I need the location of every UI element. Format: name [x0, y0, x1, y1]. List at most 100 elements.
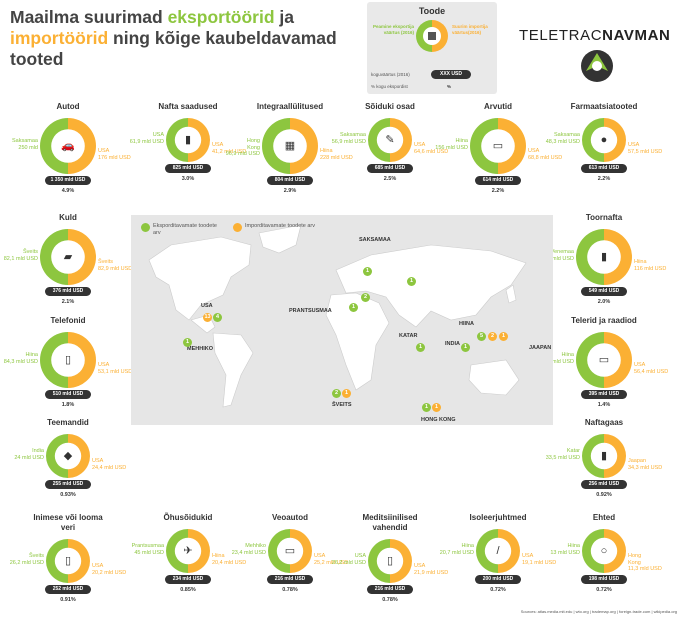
legend-exporter-label: Peamine eksportija väärtus (2016)	[372, 24, 414, 35]
total-value-medits: 216 mld USD	[367, 585, 413, 594]
country-label-0: SAKSAMAA	[359, 237, 391, 243]
total-value-telerid: 395 mld USD	[581, 390, 627, 399]
share-percent-kuld: 2.1%	[61, 299, 75, 305]
map-legend-exporter: Eksporditavamate toodete arv	[153, 223, 217, 236]
importer-label-telefonid: USA 53,1 mld USD	[98, 362, 133, 375]
donut-teemandid	[46, 434, 90, 478]
total-value-kuld: 376 mld USD	[45, 287, 91, 296]
total-value-telefonid: 510 mld USD	[45, 390, 91, 399]
oil-barrel-icon: ▮	[600, 251, 608, 263]
legend-total-label: koguväärtus (2016)	[371, 72, 410, 77]
importer-label-ohusoidukid: Hiina 20,4 mld USD	[212, 553, 247, 566]
donut-medits	[368, 539, 412, 583]
importer-label-medits: USA 21,9 mld USD	[414, 563, 449, 576]
item-title-veri: Inimese või looma veri	[33, 513, 103, 532]
legend-share-value: %	[447, 84, 452, 89]
exporter-label-nafta: USA 61,9 mld USD	[129, 132, 164, 145]
importer-label-soiduki: USA 64,6 mld USD	[414, 142, 449, 155]
donut-telefonid	[40, 332, 96, 388]
share-percent-medits: 0.78%	[382, 597, 398, 603]
importer-label-kuld: Šveits 82,9 mld USD	[98, 259, 133, 272]
share-percent-soiduki: 2.5%	[383, 176, 397, 182]
map-legend-exporter-dot	[141, 223, 150, 232]
item-title-integr: Integraallülitused	[256, 102, 324, 111]
share-percent-telefonid: 1.8%	[61, 402, 75, 408]
map-marker-5: 1	[407, 277, 416, 286]
sources-line: Sources: atlas.media.mit.edu | wto.org |…	[520, 609, 677, 614]
donut-arvutid	[470, 118, 526, 174]
exporter-label-veoautod: Mehhiko 23,4 mld USD	[231, 543, 266, 556]
share-percent-telerid: 1.4%	[597, 402, 611, 408]
item-title-farma: Farmaatsiatooted	[570, 102, 638, 111]
map-marker-15: 1	[432, 403, 441, 412]
share-percent-veoautod: 0.78%	[282, 587, 298, 593]
exporter-label-teemandid: India 24 mld USD	[14, 448, 44, 461]
exporter-label-autod: Saksamaa 250 mld	[12, 138, 38, 151]
country-label-5: HIINA	[459, 321, 474, 327]
donut-ohusoidukid	[166, 529, 210, 573]
exporter-label-telefonid: Hiina 84,3 mld USD	[3, 352, 38, 365]
importer-label-teemandid: USA 24,4 mld USD	[92, 458, 127, 471]
gas-cylinder-icon: ▮	[600, 450, 608, 462]
item-title-telefonid: Telefonid	[50, 316, 86, 325]
donut-naftagaas	[582, 434, 626, 478]
share-percent-naftagaas: 0.92%	[596, 492, 612, 498]
map-marker-2: 13	[203, 313, 212, 322]
share-percent-ehted: 0.72%	[596, 587, 612, 593]
donut-telerid	[576, 332, 632, 388]
phone-icon: ▯	[64, 354, 72, 366]
item-title-arvutid: Arvutid	[484, 102, 512, 111]
teletrac-navman-logo: TELETRACNAVMAN	[519, 27, 671, 44]
exporter-label-isoleer: Hiina 20,7 mld USD	[439, 543, 474, 556]
map-marker-9: 2	[488, 332, 497, 341]
legend-heading: Toode	[418, 6, 446, 16]
exporter-label-arvutid: Hiina 156 mld USD	[435, 138, 468, 151]
map-marker-0: 1	[363, 267, 372, 276]
item-title-medits: Meditsiinilised vahendid	[362, 513, 418, 532]
total-value-teemandid: 255 mld USD	[45, 480, 91, 489]
map-marker-10: 1	[499, 332, 508, 341]
country-label-7: MEHHIKO	[187, 346, 213, 352]
donut-nafta	[166, 118, 210, 162]
exporter-label-ohusoidukid: Prantsusmaa 45 mld USD	[131, 543, 164, 556]
legend-share-label: % kogu ekspordist	[371, 84, 408, 89]
share-percent-ohusoidukid: 0.85%	[180, 587, 196, 593]
item-title-veoautod: Veoautod	[271, 513, 308, 522]
importer-label-farma: USA 57,5 mld USD	[628, 142, 663, 155]
world-map-shapes	[148, 224, 527, 408]
country-label-4: INDIA	[445, 341, 460, 347]
total-value-veoautod: 216 mld USD	[267, 575, 313, 584]
donut-farma	[582, 118, 626, 162]
total-value-toornafta: 549 mld USD	[581, 287, 627, 296]
importer-label-telerid: USA 56,4 mld USD	[634, 362, 669, 375]
total-value-autod: 1 350 mld USD	[45, 176, 91, 185]
exporter-label-soiduki: Saksamaa 56,9 mld USD	[331, 132, 366, 145]
country-label-2: PRANTSUSMAA	[289, 308, 332, 314]
map-marker-4: 1	[349, 303, 358, 312]
total-value-ehted: 198 mld USD	[581, 575, 627, 584]
map-legend-importer-dot	[233, 223, 242, 232]
map-marker-12: 2	[332, 389, 341, 398]
share-percent-veri: 0.91%	[60, 597, 76, 603]
map-marker-6: 1	[416, 343, 425, 352]
item-title-kuld: Kuld	[59, 213, 77, 222]
wrench-icon: ✎	[385, 134, 395, 146]
importer-label-isoleer: USA 19,1 mld USD	[522, 553, 557, 566]
tv-icon: ▭	[598, 354, 610, 366]
share-percent-teemandid: 0.93%	[60, 492, 76, 498]
item-title-naftagaas: Naftagaas	[584, 418, 624, 427]
importer-label-integr: Hiina 228 mld USD	[320, 148, 353, 161]
donut-veri	[46, 539, 90, 583]
page-title: Maailma suurimad eksportöörid ja importö…	[10, 7, 337, 69]
donut-soiduki	[368, 118, 412, 162]
donut-ehted	[582, 529, 626, 573]
country-label-8: ŠVEITS	[332, 402, 352, 408]
diamond-icon: ◆	[63, 450, 73, 462]
blood-bag-icon: ▯	[64, 555, 72, 567]
chip-icon: ▦	[284, 140, 296, 152]
legend-donut-icon	[416, 20, 448, 52]
total-value-naftagaas: 256 mld USD	[581, 480, 627, 489]
fuel-can-icon: ▮	[184, 134, 192, 146]
legend-box: Toode Peamine eksportija väärtus (2016) …	[367, 2, 497, 94]
item-title-soiduki: Sõiduki osad	[365, 102, 415, 111]
